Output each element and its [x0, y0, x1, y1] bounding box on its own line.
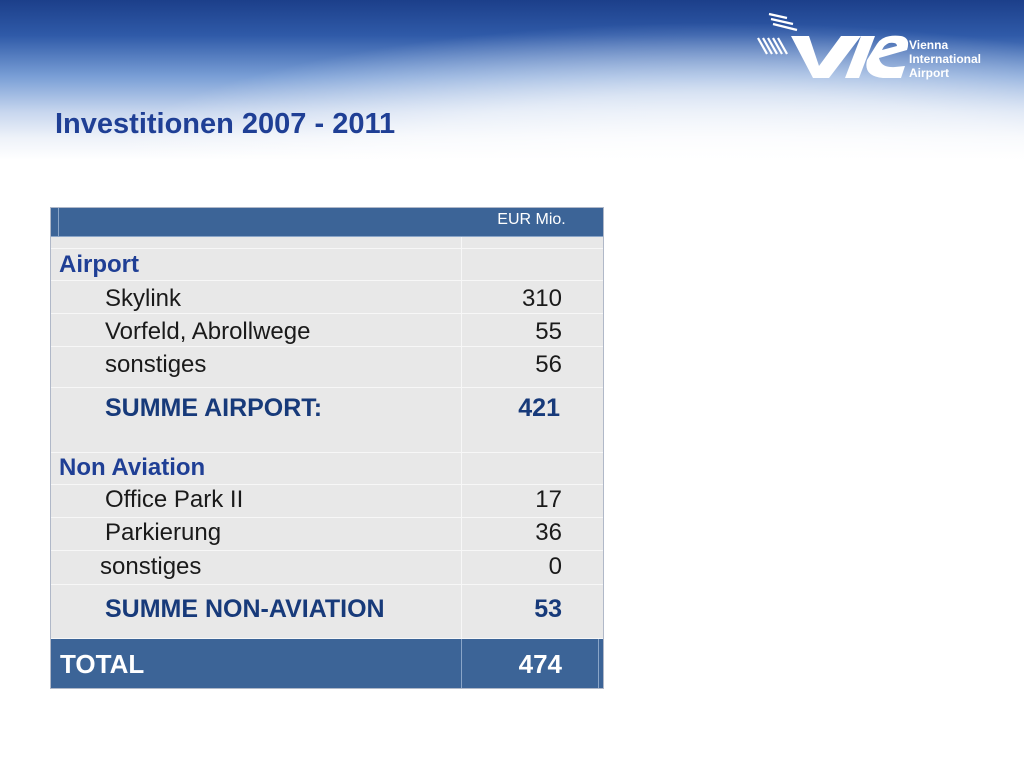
- total-value: 474: [518, 649, 562, 679]
- sum-label-non-aviation: SUMME NON-AVIATION: [105, 595, 385, 623]
- logo-wordmark: Vienna International Airport: [909, 38, 981, 80]
- total-row: TOTAL 474: [51, 639, 603, 688]
- table-row: Skylink 310: [51, 281, 603, 314]
- table-row: sonstiges 56: [51, 347, 603, 388]
- sum-row: SUMME NON-AVIATION 53: [51, 585, 603, 639]
- row-label: Parkierung: [105, 519, 222, 546]
- table-row: sonstiges 0: [51, 551, 603, 585]
- row-label: sonstiges: [105, 351, 207, 378]
- page-title: Investitionen 2007 - 2011: [55, 108, 396, 140]
- table-row: Office Park II 17: [51, 485, 603, 518]
- section-heading-row: Non Aviation: [51, 453, 603, 485]
- table-row: Vorfeld, Abrollwege 55: [51, 314, 603, 347]
- unit-header: EUR Mio.: [461, 211, 602, 229]
- column-divider: [461, 208, 462, 688]
- section-heading-non-aviation: Non Aviation: [59, 454, 206, 481]
- row-label: Vorfeld, Abrollwege: [105, 318, 311, 345]
- section-heading-row: Airport: [51, 248, 603, 281]
- row-value: 56: [535, 351, 562, 378]
- sum-value-airport: 421: [518, 394, 560, 422]
- row-value: 36: [535, 519, 562, 546]
- logo-line-2: International: [909, 52, 982, 66]
- header-gradient-band: [0, 0, 1024, 160]
- table-header-row: EUR Mio.: [51, 208, 603, 237]
- sum-row: SUMME AIRPORT: 421: [51, 388, 603, 453]
- row-label: Office Park II: [105, 486, 244, 513]
- logo-line-3: Airport: [909, 66, 949, 80]
- logo-line-1: Vienna: [909, 38, 949, 52]
- sum-label-airport: SUMME AIRPORT:: [105, 394, 323, 422]
- total-label: TOTAL: [60, 649, 145, 679]
- row-value: 17: [535, 486, 562, 513]
- row-label: sonstiges: [100, 553, 202, 580]
- row-value: 0: [548, 553, 562, 580]
- sum-value-non-aviation: 53: [534, 595, 562, 623]
- vie-logo-mark-icon: [757, 12, 909, 78]
- investment-table: EUR Mio. Airport Skylink 310 Vorfeld, Ab…: [50, 207, 604, 689]
- vienna-airport-logo: Vienna International Airport: [755, 10, 1005, 88]
- row-value: 310: [521, 285, 562, 312]
- row-value: 55: [535, 318, 562, 345]
- section-heading-airport: Airport: [59, 251, 139, 278]
- row-label: Skylink: [105, 285, 182, 312]
- table-row: Parkierung 36: [51, 518, 603, 551]
